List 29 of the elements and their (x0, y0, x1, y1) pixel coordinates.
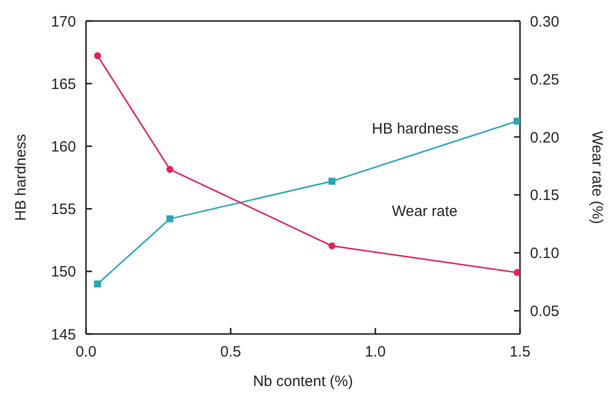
y-tick-label: 165 (50, 76, 76, 93)
y-tick-label: 150 (50, 264, 76, 281)
text: Wear rate (392, 202, 458, 220)
point (514, 269, 520, 276)
point (328, 242, 336, 250)
y2-tick-label: 0.05 (530, 303, 560, 320)
y2-tick-label: 0.20 (530, 129, 560, 146)
y2-axis-title: Wear rate (%) (588, 130, 606, 224)
x-tick-label: 1.5 (510, 344, 530, 361)
point (166, 166, 174, 173)
y-axis-title: HB hardness (12, 134, 30, 221)
series-label: HB hardness (372, 120, 459, 138)
y2-tick-label: 0.25 (530, 71, 560, 88)
y-tick-label: 170 (50, 13, 76, 30)
x-tick-label: 0.5 (220, 344, 242, 361)
point (328, 178, 336, 185)
x-tick-label: 0.0 (76, 344, 96, 361)
y-tick-label: 160 (50, 138, 76, 156)
y2-tick-label: 0.10 (530, 245, 560, 262)
y-tick-label: 155 (50, 201, 76, 218)
y-tick-label: 145 (50, 326, 76, 344)
x-axis-title: Nb content (%) (252, 373, 354, 390)
point (94, 52, 102, 60)
point (166, 215, 174, 222)
y2-tick-label: 0.15 (530, 187, 560, 204)
point (94, 280, 102, 288)
point (514, 118, 520, 125)
x-tick-label: 1.0 (364, 344, 386, 361)
y2-tick-label: 0.30 (530, 13, 560, 30)
